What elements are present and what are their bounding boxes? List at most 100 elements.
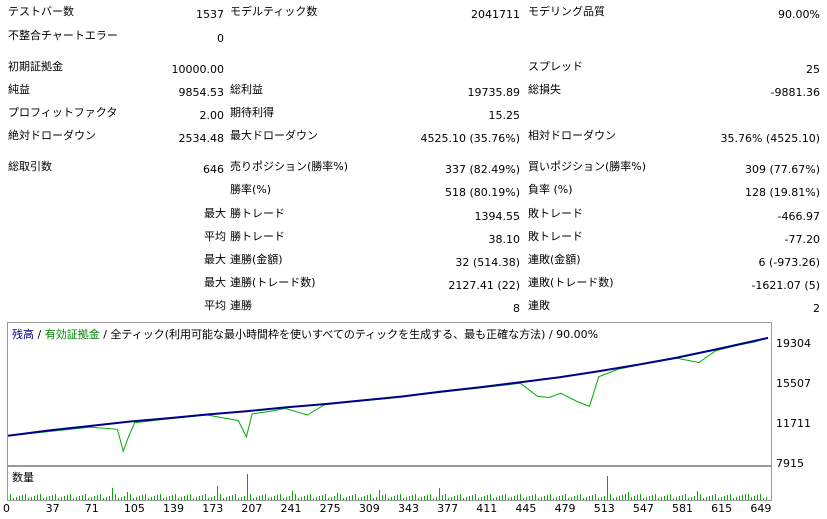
short-positions-value: 337 (82.49%) <box>444 163 520 176</box>
volume-bar <box>718 498 719 500</box>
volume-bar <box>628 492 629 500</box>
volume-bar <box>415 494 416 500</box>
volume-bar <box>367 495 368 500</box>
volume-bar <box>451 497 452 500</box>
gross-profit-label: 総利益 <box>230 83 263 96</box>
volume-bar <box>334 496 335 500</box>
volume-bar <box>175 494 176 500</box>
volume-bar <box>37 495 38 500</box>
volume-bar <box>409 496 410 500</box>
model-quality-label: モデリング品質 <box>528 5 605 18</box>
profit-factor-value: 2.00 <box>199 109 225 122</box>
volume-bar <box>709 496 710 500</box>
x-tick-label: 343 <box>397 502 419 515</box>
x-tick-label: 0 <box>3 502 10 515</box>
volume-bar <box>373 498 374 500</box>
volume-bar <box>610 494 611 500</box>
volume-bar <box>382 495 383 500</box>
volume-bar <box>346 497 347 500</box>
rel-drawdown-value: 35.76% (4525.10) <box>720 132 820 145</box>
volume-bar <box>403 498 404 500</box>
avg-loss-value: -77.20 <box>784 233 820 246</box>
volume-bar <box>505 494 506 500</box>
volume-bar <box>316 497 317 500</box>
volume-bar <box>304 496 305 500</box>
volume-bar <box>697 491 698 500</box>
volume-bar <box>142 495 143 500</box>
largest-win-label: 勝トレード <box>230 207 285 220</box>
volume-bar <box>640 494 641 500</box>
volume-bar <box>229 496 230 500</box>
avg-cons-loss-value: 2 <box>813 302 820 315</box>
volume-bar <box>145 494 146 500</box>
volume-bar <box>688 498 689 500</box>
volume-bar <box>616 497 617 500</box>
volume-bar <box>307 495 308 500</box>
volume-bar <box>436 497 437 500</box>
y-tick-label: 11711 <box>776 417 811 430</box>
balance-chart-svg <box>8 336 769 453</box>
chart-title-equity: 有効証拠金 <box>44 328 100 341</box>
volume-bar <box>292 491 293 500</box>
chart-title: 残高 / 有効証拠金 / 全ティック(利用可能な最小時間枠を使いすべてのティック… <box>12 326 598 342</box>
volume-bar <box>706 497 707 500</box>
volume-bar <box>613 498 614 500</box>
volume-bar <box>544 496 545 500</box>
volume-bar <box>460 494 461 500</box>
volume-bar <box>109 496 110 500</box>
volume-bar <box>337 493 338 500</box>
volume-bar <box>502 495 503 500</box>
volume-bar <box>586 497 587 500</box>
gross-profit-value: 19735.89 <box>467 86 521 99</box>
volume-bar <box>331 497 332 500</box>
volume-bar <box>313 498 314 500</box>
volume-bar <box>571 497 572 500</box>
volume-bar <box>16 497 17 500</box>
volume-title: 数量 <box>12 471 34 484</box>
long-positions-value: 309 (77.67%) <box>744 163 820 176</box>
initial-deposit-label: 初期証拠金 <box>8 60 63 73</box>
volume-bar <box>487 495 488 500</box>
profit-factor-label: プロフィットファクタ <box>8 106 118 119</box>
volume-bar <box>481 497 482 500</box>
volume-bar <box>568 498 569 500</box>
avg-win-value: 38.10 <box>488 233 521 246</box>
volume-bar <box>523 498 524 500</box>
volume-bar <box>583 498 584 500</box>
avg-cons-win-label: 連勝 <box>230 299 252 312</box>
volume-bar <box>646 497 647 500</box>
volume-bar <box>28 498 29 500</box>
volume-bar <box>79 496 80 500</box>
x-tick-label: 479 <box>554 502 576 515</box>
volume-bar <box>673 498 674 500</box>
max-label-2: 最大 <box>204 253 226 266</box>
max-label-3: 最大 <box>204 276 226 289</box>
volume-bar <box>394 496 395 500</box>
y-tick-label: 7915 <box>776 457 804 470</box>
volume-bar <box>88 498 89 500</box>
y-tick-label: 15507 <box>776 377 811 390</box>
x-tick-label: 139 <box>163 502 185 515</box>
max-cons-win-value: 32 (514.38) <box>455 256 520 269</box>
volume-chart-svg <box>10 474 767 500</box>
volume-bar <box>748 494 749 500</box>
y-tick-label: 19304 <box>776 337 811 350</box>
volume-bar <box>442 495 443 500</box>
volume-bar <box>370 494 371 500</box>
x-tick-label: 377 <box>437 502 459 515</box>
volume-bar <box>361 497 362 500</box>
x-tick-label: 513 <box>593 502 615 515</box>
volume-bar <box>217 486 218 500</box>
x-tick-label: 71 <box>84 502 99 515</box>
volume-bar <box>676 497 677 500</box>
volume-bar <box>208 498 209 500</box>
volume-bar <box>484 496 485 500</box>
x-tick-label: 445 <box>515 502 537 515</box>
max-cons-lossamt-value: -1621.07 (5) <box>751 279 820 292</box>
volume-bar <box>10 494 11 500</box>
volume-bar <box>124 496 125 500</box>
volume-bar <box>532 495 533 500</box>
mismatch-label: 不整合チャートエラー <box>8 29 118 42</box>
net-profit-value: 9854.53 <box>178 86 225 99</box>
volume-bar <box>91 497 92 500</box>
